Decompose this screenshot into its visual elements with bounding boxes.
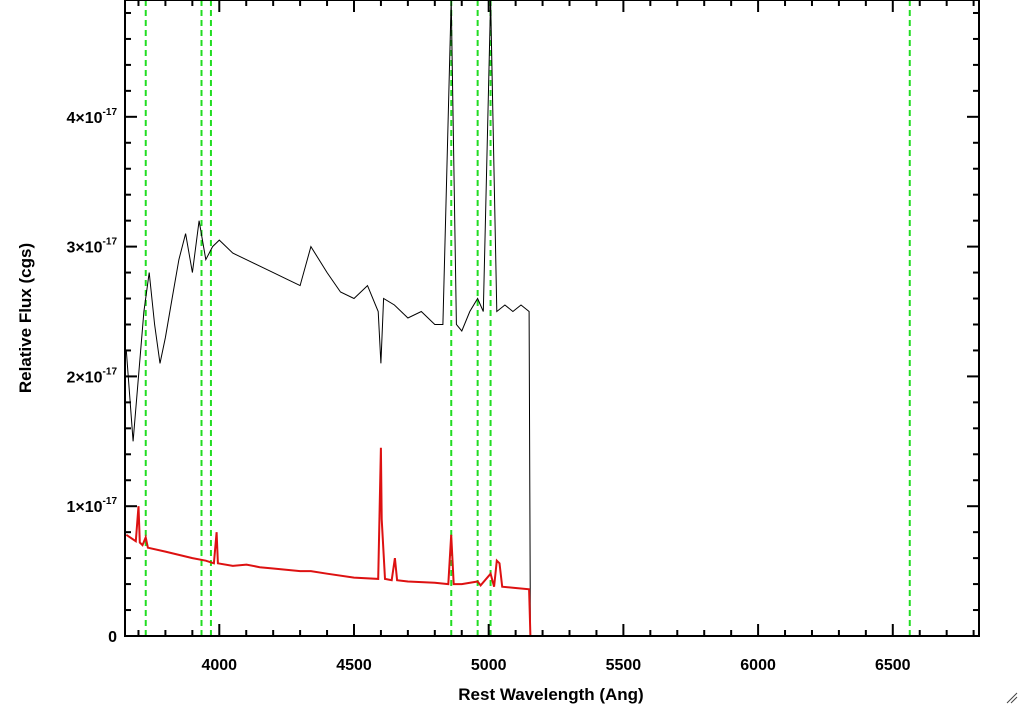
axes	[124, 0, 980, 637]
resize-grip-icon[interactable]	[1004, 690, 1018, 704]
x-tick-labels: 4000 4500 5000 5500 6000 6500	[201, 657, 910, 674]
x-tick-label: 6500	[875, 657, 911, 674]
y-axis-title: Relative Flux (cgs)	[16, 243, 35, 393]
plot-frame	[124, 0, 980, 637]
series-spectrum-line	[125, 0, 979, 637]
y-tick-labels: 0 1×10-17 2×10-17 3×10-17 4×10-17	[67, 107, 118, 646]
x-tick-label: 5500	[606, 657, 642, 674]
y-tick-label: 4×10-17	[67, 107, 118, 127]
reference-lines	[144, 0, 911, 636]
x-tick-label: 4000	[201, 657, 237, 674]
x-tick-label: 4500	[336, 657, 372, 674]
y-tick-label: 3×10-17	[67, 237, 118, 257]
y-tick-label: 0	[108, 629, 117, 646]
x-axis-title: Rest Wavelength (Ang)	[458, 685, 643, 704]
y-tick-label: 2×10-17	[67, 366, 118, 386]
series-model-line	[125, 447, 979, 637]
x-tick-label: 5000	[471, 657, 507, 674]
y-tick-label: 1×10-17	[67, 496, 118, 516]
series-layer	[125, 0, 979, 637]
x-tick-label: 6000	[740, 657, 776, 674]
